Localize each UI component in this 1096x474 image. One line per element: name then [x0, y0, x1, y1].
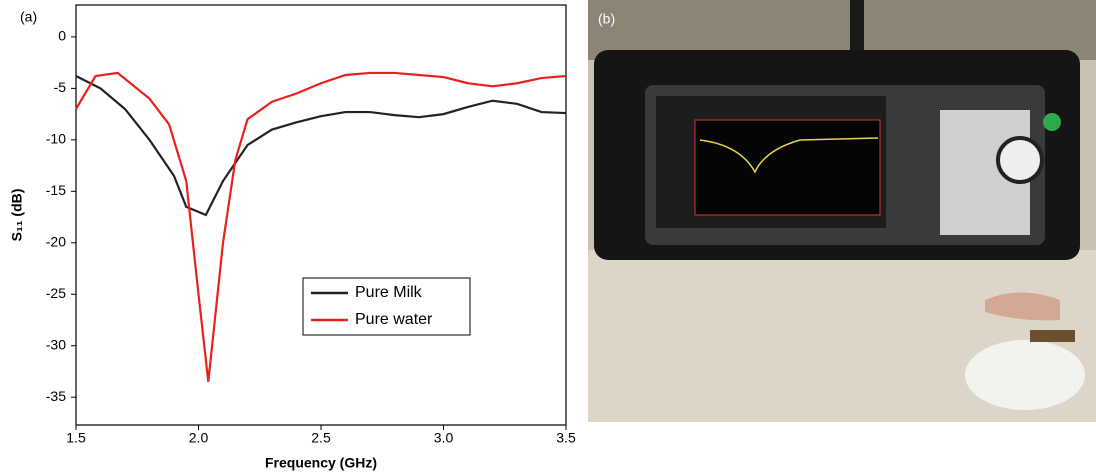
y-axis-label: S₁₁ (dB)	[9, 189, 25, 242]
hand	[985, 292, 1060, 321]
legend-label: Pure water	[355, 311, 433, 328]
legend-label: Pure Milk	[355, 284, 423, 301]
x-tick-label: 3.5	[556, 430, 576, 446]
line	[75, 71, 567, 382]
dial	[996, 136, 1044, 184]
sensor	[1030, 330, 1075, 342]
panel-label: (b)	[598, 11, 615, 27]
photo: (b)	[588, 0, 1096, 422]
x-tick-label: 3.0	[434, 430, 454, 446]
legend-box	[302, 277, 471, 336]
y-tick-label: -20	[46, 233, 66, 249]
cup	[965, 340, 1085, 410]
y-tick-label: -15	[46, 182, 66, 198]
y-tick-label: -25	[46, 285, 66, 301]
panel-label: (a)	[20, 9, 37, 25]
screen-plot	[694, 119, 881, 216]
screen-trace	[699, 137, 879, 174]
y-tick-label: -5	[54, 79, 67, 95]
x-axis-label: Frequency (GHz)	[265, 455, 377, 471]
x-tick-label: 2.5	[311, 430, 331, 446]
y-tick-label: -35	[46, 388, 66, 404]
plot-frame	[75, 4, 567, 426]
power-button	[1043, 113, 1061, 131]
x-tick-label: 2.0	[189, 430, 209, 446]
x-tick-label: 1.5	[66, 430, 86, 446]
y-tick-label: -30	[46, 336, 66, 352]
y-tick-label: 0	[58, 28, 66, 44]
line	[75, 75, 567, 217]
y-tick-label: -10	[46, 131, 66, 147]
